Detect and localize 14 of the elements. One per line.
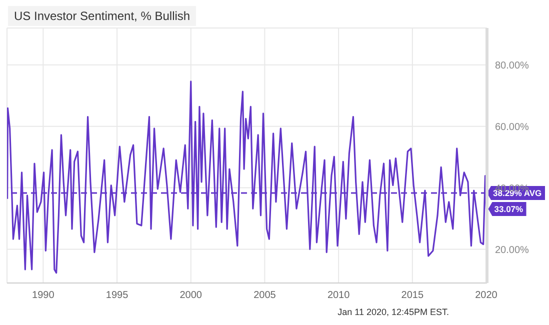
- x-tick-label: 2005: [254, 290, 276, 302]
- line-series: [7, 80, 487, 274]
- text: Jan 11 2020, 12:45PM EST.: [338, 307, 449, 317]
- x-tick-label: 2020: [475, 290, 498, 302]
- chart-title: US Investor Sentiment, % Bullish: [8, 6, 196, 26]
- annotation: 33.07%: [494, 204, 524, 214]
- x-tick-label: 2010: [327, 290, 350, 302]
- y-tick-label: 80.00%: [495, 60, 530, 72]
- y-tick-label: 20.00%: [495, 244, 530, 256]
- x-tick-label: 2015: [401, 290, 424, 302]
- x-tick-label: 1995: [106, 290, 129, 302]
- x-tick-label: 1990: [32, 290, 55, 302]
- x-tick-label: 2000: [180, 290, 202, 302]
- y-tick-label: 60.00%: [495, 122, 530, 133]
